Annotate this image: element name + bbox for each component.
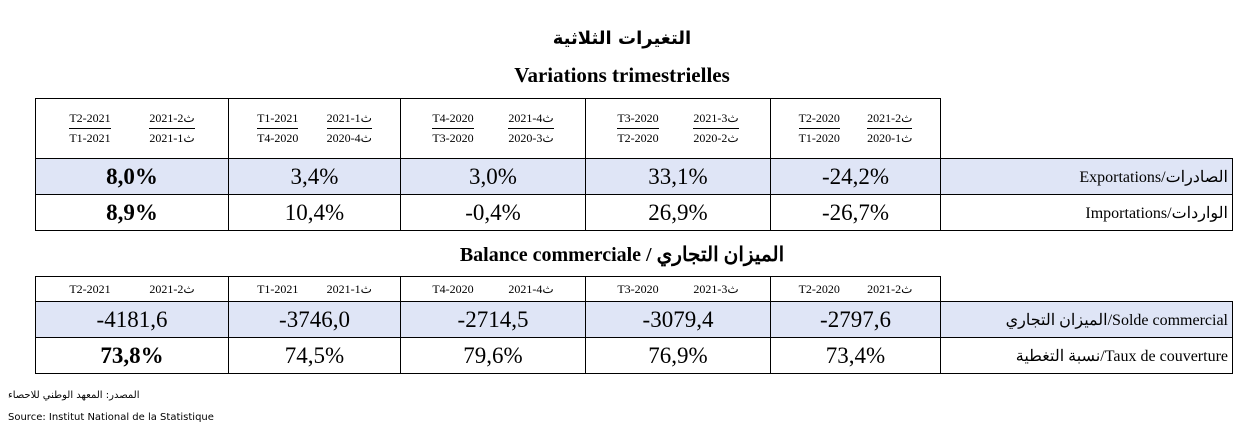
pair-top: T1-2021 2021-1ث: [229, 109, 400, 129]
pair-bottom: T1-2020 2020-1ث: [771, 129, 940, 148]
header-text: 2021-4ث: [508, 281, 554, 296]
header-text: T3-2020: [617, 281, 659, 296]
pair-top: T2-2021 2021-2ث: [36, 109, 228, 129]
value-cell: 10,4%: [228, 194, 401, 231]
header-text: T2-2020: [798, 109, 840, 129]
row-label: Exportations/الصادرات: [940, 158, 1233, 195]
value-cell: -2714,5: [400, 301, 586, 338]
pair-bottom: T1-2021 2021-1ث: [36, 129, 228, 148]
header-cell: T3-2020 2021-3ث T2-2020 2020-2ث: [585, 98, 771, 159]
table-balance: T2-2021 2021-2ث T1-2021 2021-1ث T4-2020 2021-…: [35, 276, 1233, 374]
value-cell: 8,9%: [35, 194, 229, 231]
header-cell: T1-2021 2021-1ث T4-2020 2020-4ث: [228, 98, 401, 159]
header-text: 2020-3ث: [508, 131, 554, 145]
header-text: T3-2020: [617, 109, 659, 129]
pair-bottom: T4-2020 2020-4ث: [229, 129, 400, 148]
value-cell: 76,9%: [585, 337, 771, 374]
header-text: T2-2021: [69, 109, 111, 129]
header-text: 2020-1ث: [867, 131, 913, 145]
header-text: T4-2020: [257, 131, 299, 145]
pair-bottom: T3-2020 2020-3ث: [401, 129, 585, 148]
header-cell: T2-2020 2021-2ث T1-2020 2020-1ث: [770, 98, 941, 159]
pair: T2-2021 2021-2ث: [36, 280, 228, 299]
header-cell: T2-2021 2021-2ث: [35, 276, 229, 302]
pair: T2-2020 2021-2ث: [771, 280, 940, 299]
header-text: T1-2021: [257, 281, 299, 296]
header-text: T2-2020: [617, 131, 659, 145]
title-fr: Variations trimestrielles: [514, 63, 730, 87]
value-cell: 33,1%: [585, 158, 771, 195]
header-text: 2021-2ث: [149, 281, 195, 296]
value-cell: -3746,0: [228, 301, 401, 338]
pair: T4-2020 2021-4ث: [401, 280, 585, 299]
data-row: 8,0% 3,4% 3,0% 33,1% -24,2% Exportations/الصا…: [35, 158, 1233, 195]
value-cell: 73,4%: [770, 337, 941, 374]
source-fr: Source: Institut National de la Statisti…: [8, 412, 214, 423]
header-text: T1-2020: [798, 131, 840, 145]
header-cell: T4-2020 2021-4ث T3-2020 2020-3ث: [400, 98, 586, 159]
value-cell: -0,4%: [400, 194, 586, 231]
header-row: T2-2021 2021-2ث T1-2021 2021-1ث T1-2021 2021-…: [35, 98, 1233, 159]
header-cell: T4-2020 2021-4ث: [400, 276, 586, 302]
title-ar: التغيرات الثلاثية: [552, 28, 692, 49]
header-text: 2021-2ث: [149, 109, 195, 129]
value-cell: -24,2%: [770, 158, 941, 195]
value-cell: -4181,6: [35, 301, 229, 338]
value-cell: -3079,4: [585, 301, 771, 338]
value-cell: 3,0%: [400, 158, 586, 195]
row-label: الميزان التجاري/Solde commercial: [940, 301, 1233, 338]
header-text: 2021-1ث: [326, 109, 372, 129]
blank: [940, 98, 1233, 159]
table-variations: T2-2021 2021-2ث T1-2021 2021-1ث T1-2021 2021-…: [35, 98, 1233, 231]
data-row: -4181,6 -3746,0 -2714,5 -3079,4 -2797,6 الميز…: [35, 301, 1233, 338]
blank: [940, 276, 1233, 302]
header-text: T4-2020: [432, 281, 474, 296]
header-text: T2-2020: [798, 281, 840, 296]
header-cell: T3-2020 2021-3ث: [585, 276, 771, 302]
row-label: نسبة التغطية/Taux de couverture: [940, 337, 1233, 374]
header-text: 2021-1ث: [149, 131, 195, 145]
header-text: 2021-2ث: [867, 109, 913, 129]
value-cell: 8,0%: [35, 158, 229, 195]
value-cell: -2797,6: [770, 301, 941, 338]
header-text: 2020-2ث: [693, 131, 739, 145]
pair: T1-2021 2021-1ث: [229, 280, 400, 299]
header-text: 2021-1ث: [326, 281, 372, 296]
header-text: 2021-4ث: [508, 109, 554, 129]
source-ar: المصدر: المعهد الوطني للاحصاء: [8, 390, 140, 401]
pair: T3-2020 2021-3ث: [586, 280, 770, 299]
pair-top: T4-2020 2021-4ث: [401, 109, 585, 129]
pair-top: T3-2020 2021-3ث: [586, 109, 770, 129]
value-cell: 26,9%: [585, 194, 771, 231]
header-cell: T2-2020 2021-2ث: [770, 276, 941, 302]
header-cell: T1-2021 2021-1ث: [228, 276, 401, 302]
data-row: 8,9% 10,4% -0,4% 26,9% -26,7% Importations/ال…: [35, 194, 1233, 231]
header-text: 2021-3ث: [693, 281, 739, 296]
value-cell: 74,5%: [228, 337, 401, 374]
header-text: 2020-4ث: [326, 131, 372, 145]
header-text: T4-2020: [432, 109, 474, 129]
value-cell: 73,8%: [35, 337, 229, 374]
value-cell: 79,6%: [400, 337, 586, 374]
header-text: 2021-3ث: [693, 109, 739, 129]
header-text: 2021-2ث: [867, 281, 913, 296]
header-text: T1-2021: [69, 131, 111, 145]
pair-top: T2-2020 2021-2ث: [771, 109, 940, 129]
header-text: T3-2020: [432, 131, 474, 145]
header-cell: T2-2021 2021-2ث T1-2021 2021-1ث: [35, 98, 229, 159]
section-title: Balance commerciale / الميزان التجاري: [459, 244, 785, 266]
row-label: Importations/الواردات: [940, 194, 1233, 231]
value-cell: -26,7%: [770, 194, 941, 231]
data-row: 73,8% 74,5% 79,6% 76,9% 73,4% نسبة التغطية/Ta…: [35, 337, 1233, 374]
header-text: T1-2021: [257, 109, 299, 129]
pair-bottom: T2-2020 2020-2ث: [586, 129, 770, 148]
header-text: T2-2021: [69, 281, 111, 296]
header-row: T2-2021 2021-2ث T1-2021 2021-1ث T4-2020 2021-…: [35, 276, 1233, 302]
value-cell: 3,4%: [228, 158, 401, 195]
